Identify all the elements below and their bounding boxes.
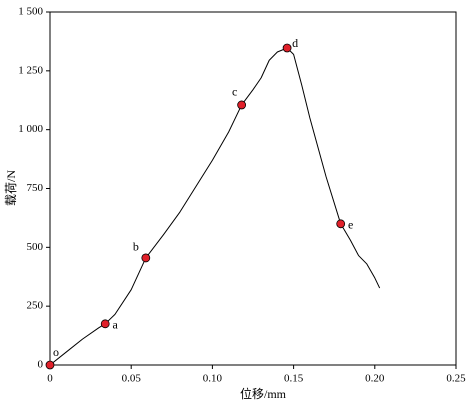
y-tick-label: 250 <box>27 300 44 312</box>
x-tick-label: 0.25 <box>446 373 466 385</box>
point-label: c <box>232 85 237 99</box>
x-axis-label: 位移/mm <box>240 386 287 401</box>
point-marker <box>100 319 110 329</box>
point-marker <box>45 360 55 370</box>
y-tick-label: 1 500 <box>18 6 43 18</box>
y-tick-label: 1 000 <box>18 123 43 135</box>
point-marker <box>237 100 247 110</box>
curve <box>49 47 381 366</box>
x-tick-label: 0.20 <box>365 373 385 385</box>
point-label: a <box>113 318 119 332</box>
point-marker <box>282 43 292 53</box>
y-tick-label: 0 <box>38 359 44 371</box>
y-axis-label: 载荷/N <box>4 170 18 206</box>
point-marker <box>141 253 151 263</box>
point-label: o <box>53 345 59 359</box>
x-tick-label: 0.05 <box>122 373 142 385</box>
y-tick-label: 500 <box>27 241 44 253</box>
x-tick-label: 0.10 <box>203 373 223 385</box>
point-marker <box>336 219 346 229</box>
point-label: e <box>348 218 353 232</box>
x-tick-label: 0.15 <box>284 373 304 385</box>
y-tick-label: 1 250 <box>18 64 43 76</box>
point-label: b <box>133 240 139 254</box>
plot-frame <box>49 11 457 366</box>
y-tick-label: 750 <box>27 182 44 194</box>
point-label: d <box>292 36 298 50</box>
x-tick-label: 0 <box>47 373 53 385</box>
